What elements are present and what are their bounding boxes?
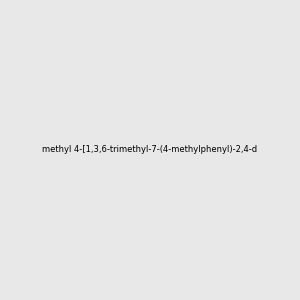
Text: methyl 4-[1,3,6-trimethyl-7-(4-methylphenyl)-2,4-d: methyl 4-[1,3,6-trimethyl-7-(4-methylphe… (42, 146, 258, 154)
